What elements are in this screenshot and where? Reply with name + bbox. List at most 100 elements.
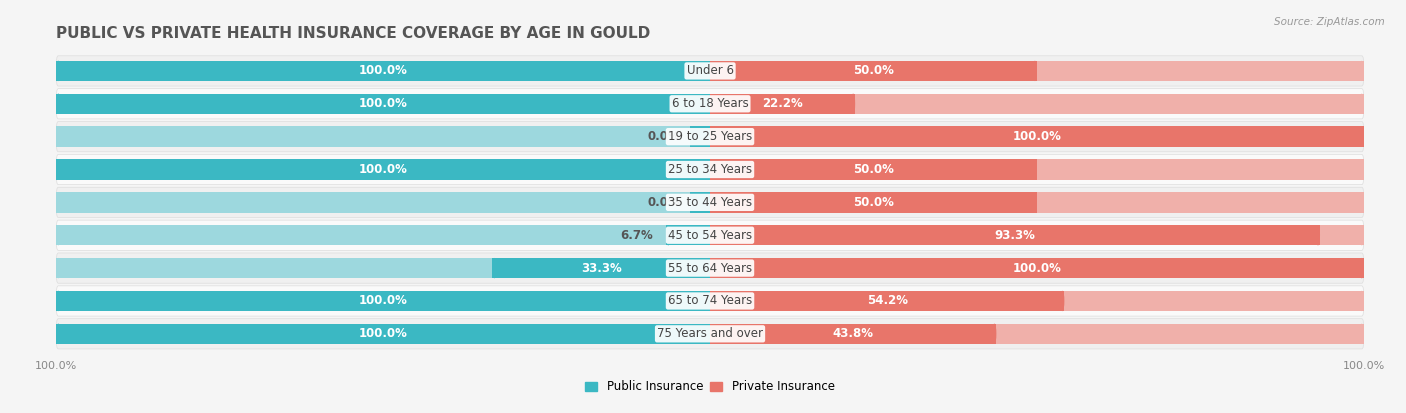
Bar — [710, 225, 1320, 245]
Text: 75 Years and over: 75 Years and over — [657, 328, 763, 340]
Bar — [666, 225, 710, 245]
Text: 100.0%: 100.0% — [1012, 261, 1062, 275]
Text: 50.0%: 50.0% — [853, 64, 894, 77]
Bar — [710, 61, 1038, 81]
Circle shape — [56, 94, 60, 114]
Bar — [710, 258, 1364, 278]
Bar — [710, 94, 855, 114]
Bar — [56, 126, 710, 147]
Text: 19 to 25 Years: 19 to 25 Years — [668, 130, 752, 143]
Text: 100.0%: 100.0% — [1012, 130, 1062, 143]
Bar — [710, 258, 1364, 278]
Text: 6 to 18 Years: 6 to 18 Years — [672, 97, 748, 110]
Bar — [56, 192, 710, 213]
Circle shape — [851, 94, 855, 114]
Bar — [710, 94, 1364, 114]
Circle shape — [1360, 61, 1364, 81]
Bar — [690, 192, 710, 213]
Legend: Public Insurance, Private Insurance: Public Insurance, Private Insurance — [581, 376, 839, 398]
Circle shape — [666, 225, 671, 245]
Text: PUBLIC VS PRIVATE HEALTH INSURANCE COVERAGE BY AGE IN GOULD: PUBLIC VS PRIVATE HEALTH INSURANCE COVER… — [56, 26, 651, 41]
FancyBboxPatch shape — [56, 220, 1364, 250]
Circle shape — [1033, 61, 1038, 81]
Bar — [56, 324, 710, 344]
Circle shape — [1360, 324, 1364, 344]
Text: 43.8%: 43.8% — [832, 328, 873, 340]
FancyBboxPatch shape — [56, 286, 1364, 316]
Circle shape — [56, 159, 60, 180]
Bar — [690, 126, 710, 147]
Text: 6.7%: 6.7% — [620, 229, 654, 242]
Bar — [56, 94, 710, 114]
Circle shape — [690, 192, 695, 213]
FancyBboxPatch shape — [56, 253, 1364, 283]
Text: 33.3%: 33.3% — [581, 261, 621, 275]
Text: 100.0%: 100.0% — [359, 294, 408, 307]
Bar — [710, 324, 997, 344]
FancyBboxPatch shape — [56, 121, 1364, 152]
Bar — [710, 291, 1064, 311]
Bar — [710, 192, 1364, 213]
Text: 25 to 34 Years: 25 to 34 Years — [668, 163, 752, 176]
FancyBboxPatch shape — [56, 319, 1364, 349]
Text: 35 to 44 Years: 35 to 44 Years — [668, 196, 752, 209]
Bar — [492, 258, 710, 278]
Circle shape — [1360, 94, 1364, 114]
Bar — [710, 324, 1364, 344]
FancyBboxPatch shape — [56, 154, 1364, 185]
Circle shape — [56, 126, 60, 147]
Text: Source: ZipAtlas.com: Source: ZipAtlas.com — [1274, 17, 1385, 26]
Circle shape — [56, 258, 60, 278]
Circle shape — [1360, 126, 1364, 147]
Text: 0.0%: 0.0% — [648, 130, 681, 143]
Circle shape — [690, 126, 695, 147]
Circle shape — [56, 192, 60, 213]
Text: 100.0%: 100.0% — [359, 163, 408, 176]
Circle shape — [56, 94, 60, 114]
Bar — [710, 291, 1364, 311]
Circle shape — [1360, 192, 1364, 213]
Circle shape — [56, 291, 60, 311]
Text: 55 to 64 Years: 55 to 64 Years — [668, 261, 752, 275]
Text: Under 6: Under 6 — [686, 64, 734, 77]
Bar — [56, 159, 710, 180]
Bar — [56, 61, 710, 81]
Text: 45 to 54 Years: 45 to 54 Years — [668, 229, 752, 242]
Circle shape — [993, 324, 997, 344]
Bar — [56, 258, 710, 278]
Bar — [56, 291, 710, 311]
Circle shape — [1033, 192, 1038, 213]
Text: 93.3%: 93.3% — [994, 229, 1035, 242]
Circle shape — [1360, 258, 1364, 278]
Text: 100.0%: 100.0% — [359, 328, 408, 340]
Circle shape — [1316, 225, 1320, 245]
Circle shape — [1360, 225, 1364, 245]
Circle shape — [56, 291, 60, 311]
Text: 54.2%: 54.2% — [866, 294, 908, 307]
Text: 100.0%: 100.0% — [359, 97, 408, 110]
Text: 22.2%: 22.2% — [762, 97, 803, 110]
Text: 50.0%: 50.0% — [853, 163, 894, 176]
Bar — [56, 94, 710, 114]
FancyBboxPatch shape — [56, 56, 1364, 86]
Circle shape — [56, 159, 60, 180]
Circle shape — [1033, 159, 1038, 180]
Bar — [56, 225, 710, 245]
Circle shape — [1360, 159, 1364, 180]
Bar — [710, 61, 1364, 81]
Bar — [56, 324, 710, 344]
Circle shape — [1360, 126, 1364, 147]
Circle shape — [1360, 258, 1364, 278]
Circle shape — [56, 61, 60, 81]
Circle shape — [56, 225, 60, 245]
Bar — [710, 159, 1038, 180]
Text: 50.0%: 50.0% — [853, 196, 894, 209]
Bar — [710, 159, 1364, 180]
FancyBboxPatch shape — [56, 187, 1364, 218]
Circle shape — [1360, 291, 1364, 311]
Bar — [56, 291, 710, 311]
FancyBboxPatch shape — [56, 89, 1364, 119]
Circle shape — [56, 61, 60, 81]
Bar — [56, 61, 710, 81]
Bar — [710, 126, 1364, 147]
